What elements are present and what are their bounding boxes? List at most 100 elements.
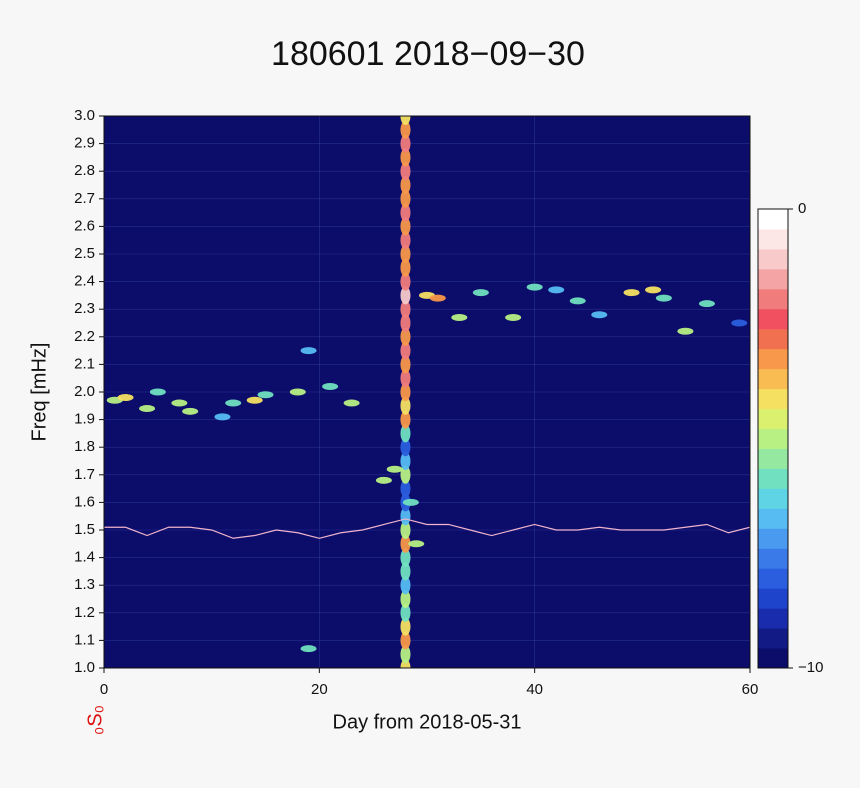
spectral-spot xyxy=(225,399,242,407)
spectral-spot xyxy=(400,189,411,208)
y-tick-label: 3.0 xyxy=(74,107,95,124)
spectral-spot xyxy=(400,176,411,194)
spectral-spot xyxy=(655,294,672,302)
y-tick-label: 1.9 xyxy=(74,411,95,428)
y-tick-label: 1.0 xyxy=(74,659,95,676)
spectral-spot xyxy=(375,476,392,484)
spectral-spot xyxy=(623,289,640,297)
spectral-spot xyxy=(400,355,411,374)
y-tick-label: 1.1 xyxy=(74,631,95,648)
spectral-spot xyxy=(400,479,411,498)
spectral-spot xyxy=(400,258,411,277)
spectral-spot xyxy=(591,311,608,319)
spectral-spot xyxy=(289,388,306,396)
spectral-spot xyxy=(400,396,411,415)
colorbar-step xyxy=(758,388,788,410)
y-tick-label: 2.9 xyxy=(74,135,95,152)
y-tick-label: 1.4 xyxy=(74,549,95,566)
spectral-spot xyxy=(569,297,586,305)
spectral-spot xyxy=(400,231,411,250)
spectral-spot xyxy=(400,383,411,401)
colorbar-step xyxy=(758,448,788,469)
y-tick-label: 2.1 xyxy=(74,355,95,372)
x-tick-label: 40 xyxy=(526,681,543,698)
colorbar-step xyxy=(758,228,788,250)
plot-area xyxy=(104,116,750,668)
spectral-spot xyxy=(472,289,489,297)
y-tick-label: 1.6 xyxy=(74,493,95,510)
x-axis-label: Day from 2018-05-31 xyxy=(333,711,522,733)
colorbar-step xyxy=(758,568,788,589)
colorbar-step xyxy=(758,608,788,629)
spectral-spot xyxy=(400,631,411,650)
spectral-spot xyxy=(505,313,522,321)
colorbar-step xyxy=(758,288,788,310)
spectral-spot xyxy=(214,413,231,421)
x-tick-label: 0 xyxy=(100,681,108,698)
spectral-spot xyxy=(677,327,694,335)
spectral-spot xyxy=(400,424,411,443)
spectral-spot xyxy=(400,272,411,291)
spectral-spot xyxy=(400,217,411,236)
colorbar-tick-label: −10 xyxy=(798,659,823,676)
spectral-spot xyxy=(400,576,411,595)
spectral-spot xyxy=(400,286,411,305)
spectral-spot xyxy=(645,286,662,294)
colorbar-step xyxy=(758,648,788,669)
colorbar-step xyxy=(758,408,788,430)
spectral-spot xyxy=(400,245,411,263)
spectral-spot xyxy=(257,391,274,399)
spectral-spot xyxy=(400,369,411,388)
spectral-spot xyxy=(400,162,411,181)
spectral-spot xyxy=(246,396,263,404)
x-tick-label: 20 xyxy=(311,681,328,698)
colorbar-step xyxy=(758,548,788,569)
spectral-spot xyxy=(182,407,199,415)
spectral-spot xyxy=(400,314,411,332)
mode-line xyxy=(104,518,750,539)
spectral-spot xyxy=(400,120,411,139)
spectral-spot xyxy=(400,507,411,526)
x-tick-label: 60 xyxy=(742,681,759,698)
colorbar-step xyxy=(758,628,788,649)
y-tick-label: 1.7 xyxy=(74,466,95,483)
colorbar-tick-label: 0 xyxy=(798,200,806,217)
spectral-spot xyxy=(343,399,360,407)
spectral-spot xyxy=(451,313,468,321)
spectral-spot xyxy=(402,498,419,506)
colorbar-step xyxy=(758,488,788,509)
y-axis-label: Freq [mHz] xyxy=(28,343,50,442)
spectral-spot xyxy=(322,382,339,390)
spectral-spot xyxy=(400,116,411,125)
y-tick-label: 1.8 xyxy=(74,438,95,455)
colorbar-step xyxy=(758,428,788,449)
colorbar-step xyxy=(758,588,788,609)
y-tick-label: 2.2 xyxy=(74,328,95,345)
spectral-spot xyxy=(400,410,411,429)
spectral-spot xyxy=(400,534,411,553)
colorbar-step xyxy=(758,248,788,270)
spectral-spot xyxy=(400,465,411,484)
colorbar-step xyxy=(758,508,788,529)
spectral-spot xyxy=(400,562,411,581)
spectral-spot xyxy=(400,645,411,664)
spectral-spot xyxy=(400,148,411,167)
y-tick-label: 2.3 xyxy=(74,300,95,317)
spectral-spot xyxy=(400,300,411,319)
spectral-spot xyxy=(400,590,411,608)
y-tick-label: 1.3 xyxy=(74,576,95,593)
spectral-spot xyxy=(400,134,411,153)
spectral-spot xyxy=(400,617,411,636)
spectral-spot xyxy=(400,603,411,622)
y-tick-label: 1.2 xyxy=(74,604,95,621)
spectral-spot xyxy=(149,388,166,396)
y-tick-label: 2.6 xyxy=(74,217,95,234)
spectral-spot xyxy=(400,341,411,360)
colorbar-step xyxy=(758,368,788,390)
y-tick-label: 2.4 xyxy=(74,273,95,290)
colorbar-frame xyxy=(757,208,789,669)
spectral-spot xyxy=(698,300,715,308)
y-tick-label: 1.5 xyxy=(74,521,95,538)
spectral-spot xyxy=(386,465,403,473)
